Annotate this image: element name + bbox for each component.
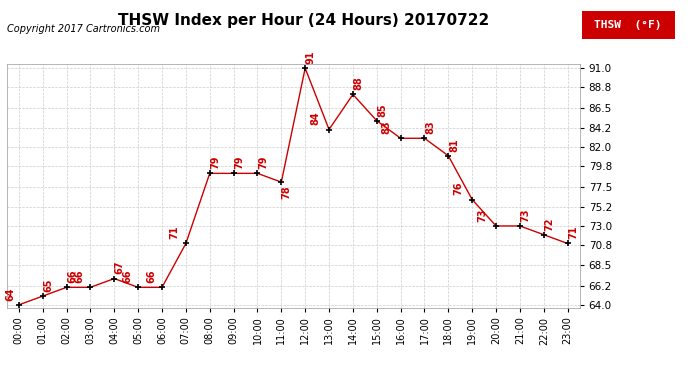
Text: 66: 66 [146,270,156,283]
Text: 79: 79 [258,156,268,169]
Text: 78: 78 [282,185,292,199]
Text: 65: 65 [43,278,53,292]
Text: THSW  (°F): THSW (°F) [595,20,662,30]
Text: 73: 73 [477,208,487,222]
Text: 71: 71 [170,226,180,239]
Text: 66: 66 [122,270,132,283]
Text: 71: 71 [569,226,578,239]
Text: 85: 85 [377,103,387,117]
Text: 83: 83 [382,120,392,134]
Text: 66: 66 [75,270,84,283]
Text: 83: 83 [425,120,435,134]
Text: Copyright 2017 Cartronics.com: Copyright 2017 Cartronics.com [7,24,160,34]
Text: 66: 66 [67,270,77,283]
Text: 76: 76 [453,182,463,195]
Text: 91: 91 [306,51,316,64]
Text: 84: 84 [310,112,320,125]
Text: 73: 73 [520,208,531,222]
Text: 67: 67 [115,261,125,274]
Text: THSW Index per Hour (24 Hours) 20170722: THSW Index per Hour (24 Hours) 20170722 [118,13,489,28]
Text: 88: 88 [353,76,364,90]
Text: 79: 79 [234,156,244,169]
Text: 64: 64 [6,287,15,301]
Text: 72: 72 [544,217,554,231]
Text: 81: 81 [449,138,459,152]
Text: 79: 79 [210,156,220,169]
